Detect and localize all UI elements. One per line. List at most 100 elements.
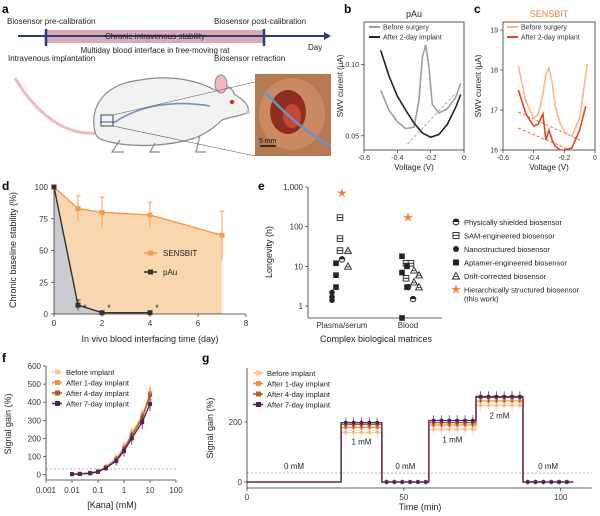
panel-d-fills: [54, 187, 222, 314]
g-ytick-label: 200: [229, 418, 243, 427]
panel-g-label: g: [202, 351, 209, 365]
e-legend-label: Nanostructured biosensor: [464, 245, 550, 254]
f-marker: [114, 459, 119, 463]
f-ytick-label: 200: [28, 434, 42, 443]
c-xtick-label: -0.4: [528, 155, 540, 162]
g-ytick-label: 0: [238, 478, 243, 487]
f-ytick-label: 500: [28, 380, 42, 389]
g-legend-label: After 7-day implant: [267, 400, 331, 409]
rat-nose: [246, 110, 250, 114]
photo-implant-wire: [261, 89, 331, 148]
e-point-aptamer-engineered: [333, 260, 339, 267]
d-significance-star: *: [107, 303, 111, 313]
e-point-drift-corrected: [343, 262, 353, 270]
panel-f-axes: 0.001 0.01 0.1 1 10 100 0 100 200 300 400 500 600: [28, 362, 184, 495]
e-legend-line: (this work): [464, 295, 499, 304]
g-marker: [486, 394, 491, 399]
f-marker: [148, 392, 152, 397]
g-concentration-label: 1 mM: [442, 436, 462, 445]
panel-b-label: b: [344, 2, 351, 16]
c-ytick-label: 16: [490, 148, 498, 155]
e-point-aptamer-engineered: [333, 284, 339, 290]
panel-b-frame: [363, 21, 465, 151]
panel-d-legend-marker-sensbit: [148, 250, 153, 256]
f-xtick-label: 0.001: [36, 486, 57, 495]
scale-bar-label: 5 mm: [259, 138, 277, 145]
panel-c-xlabel: Voltage (V): [529, 163, 569, 172]
g-concentration-label: 0 mM: [538, 462, 558, 471]
e-point-aptamer-engineered: [404, 284, 410, 290]
panel-d-label: d: [2, 179, 9, 193]
f-xtick-label: 1: [122, 486, 127, 495]
post-calibration-label: Biosensor post-calibration: [214, 17, 306, 26]
panel-d-legend-pau: pAu: [163, 268, 177, 277]
e-legend-marker-physically-shielded-half: [453, 219, 459, 222]
implant-site-box: [100, 114, 114, 127]
panel-b-xlabel: Voltage (V): [394, 163, 434, 172]
panel-c-label: c: [474, 2, 481, 16]
e-point-drift-corrected: [409, 265, 419, 274]
g-concentration-label: 2 mM: [489, 412, 509, 421]
panel-a-label: a: [2, 2, 9, 16]
g-legend-marker: [256, 402, 261, 407]
c-ytick-label: 17: [490, 108, 498, 115]
g-marker: [367, 420, 372, 425]
b-baseline: [406, 92, 457, 145]
e-ytick-label: 1,000: [283, 183, 304, 192]
d-marker-pau: [147, 310, 153, 316]
panel-g-concentrations: 0 mM 1 mM 0 mM 1 mM 2 mM 0 mM: [284, 412, 558, 472]
rat-illustration: [13, 74, 256, 157]
e-legend-marker-drift-corrected: [451, 271, 461, 280]
panel-e-axes: 1 10 100 1,000 Plasma/serum Blood: [283, 183, 418, 330]
e-legend-label: Physically shielded biosensor: [464, 218, 562, 227]
f-xtick-label: 0.1: [92, 486, 104, 495]
e-point-aptamer-engineered: [399, 253, 405, 260]
e-ytick-label: 1: [299, 302, 304, 311]
d-marker-sensbit: [219, 232, 225, 238]
e-point-aptamer-engineered: [404, 263, 410, 270]
e-point-drift-corrected: [409, 277, 419, 286]
c-xtick-label: -0.2: [558, 155, 570, 162]
g-concentration-label: 0 mM: [395, 462, 415, 471]
f-legend-marker: [55, 369, 60, 375]
panel-e-legend: Physically shielded biosensor SAM-enginee…: [451, 218, 580, 304]
panel-c-frame: [502, 21, 596, 151]
panel-b-legend-1: Before surgery: [383, 25, 429, 32]
b-xtick-label: -0.2: [425, 155, 437, 162]
vessel-line: [100, 102, 211, 123]
panel-f-ylabel: Signal gain (%): [3, 393, 13, 454]
e-point-drift-corrected: [343, 246, 353, 254]
d-ytick-label: 100: [35, 183, 49, 192]
panel-d-axes: 0 2 4 6 8 0 25 50 75 100: [35, 183, 249, 328]
e-point-hierarchical: [337, 187, 347, 198]
e-legend-line: Aptamer-engineered biosensor: [464, 259, 567, 268]
retraction-label: Biosensor retraction: [214, 54, 285, 63]
f-ytick-label: 100: [28, 452, 42, 461]
panel-f-label: f: [2, 351, 7, 365]
timeline-arrow-icon: [324, 32, 331, 40]
panel-b-series: [379, 44, 462, 145]
panel-f: f 0.001 0.01 0.1 1 10 1000100200300400500600 …: [2, 351, 183, 510]
f-marker: [122, 449, 126, 454]
d-marker-sensbit: [147, 212, 153, 218]
f-marker: [77, 472, 82, 477]
panel-e-ylabel: Longevity (h): [264, 226, 274, 278]
panel-e-label: e: [258, 179, 265, 193]
f-legend-label: After 4-day implant: [66, 389, 130, 398]
rat-hind-leg-2: [148, 142, 160, 153]
f-marker: [88, 471, 93, 476]
zoom-line: [112, 81, 256, 116]
f-line-3: [71, 403, 151, 475]
g-marker: [431, 418, 436, 423]
f-marker: [103, 466, 108, 471]
d-fill-pau: [54, 187, 150, 314]
b-xtick-label: -0.4: [391, 155, 403, 162]
g-marker: [541, 480, 546, 484]
e-point-drift-corrected: [414, 270, 424, 279]
pre-calibration-label: Biosensor pre-calibration: [7, 17, 96, 26]
panel-g-ylabel: Signal gain (%): [205, 397, 215, 458]
g-concentration-label: 1 mM: [351, 438, 371, 447]
rat-hind-leg: [110, 139, 124, 153]
e-point-physically-shielded-half: [410, 296, 416, 300]
g-line-3: [247, 395, 574, 483]
